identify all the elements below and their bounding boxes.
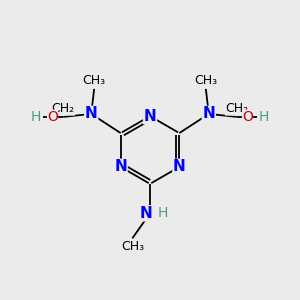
Text: N: N	[114, 159, 127, 174]
Text: N: N	[173, 159, 186, 174]
Text: H: H	[259, 110, 269, 124]
Text: N: N	[144, 109, 156, 124]
Text: N: N	[140, 206, 153, 221]
Text: H: H	[31, 110, 41, 124]
Text: O: O	[47, 110, 58, 124]
Text: O: O	[242, 110, 253, 124]
Text: N: N	[202, 106, 215, 122]
Text: CH₃: CH₃	[121, 240, 144, 253]
Text: CH₃: CH₃	[82, 74, 106, 87]
Text: CH₂: CH₂	[225, 102, 248, 116]
Text: CH₃: CH₃	[194, 74, 218, 87]
Text: H: H	[158, 206, 168, 220]
Text: N: N	[85, 106, 98, 122]
Text: CH₂: CH₂	[52, 102, 75, 116]
